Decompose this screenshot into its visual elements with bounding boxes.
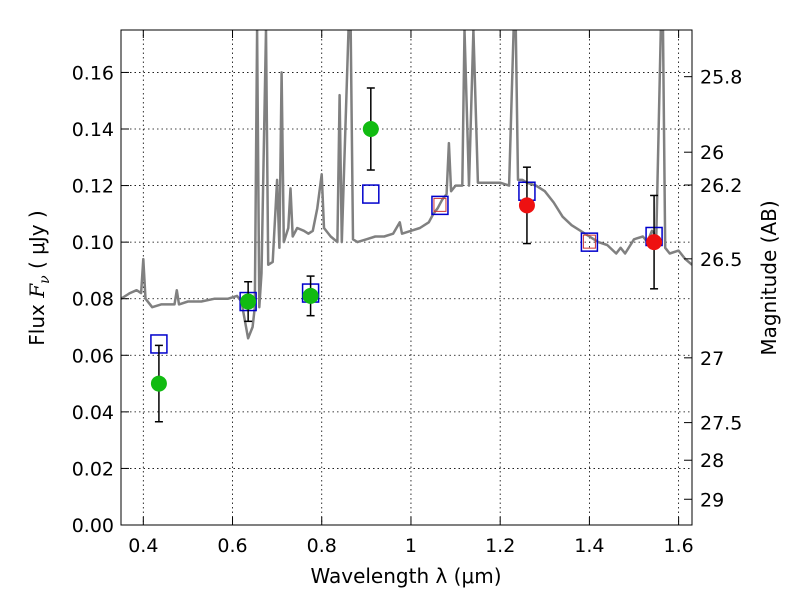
- y-tick-label: 0.00: [72, 515, 114, 537]
- observed-point-marker: [150, 375, 167, 392]
- observed-point-marker: [302, 287, 319, 304]
- y2-tick-label: 29: [700, 489, 724, 511]
- y2-tick-label: 26.2: [700, 175, 742, 197]
- y2-tick-label: 28: [700, 450, 724, 472]
- plot-frame: [120, 29, 693, 526]
- y2-tick-label: 26.5: [700, 249, 742, 271]
- observed-point-marker: [240, 293, 257, 310]
- y-tick-label: 0.14: [72, 119, 114, 141]
- observed-point-marker: [362, 121, 379, 137]
- y-tick-label: 0.16: [72, 62, 114, 84]
- x-tick-label: 1.4: [574, 535, 604, 557]
- x-tick-label: 0.8: [307, 535, 337, 557]
- y2-tick-label: 27.5: [700, 413, 742, 435]
- y2-tick-label: 25.8: [700, 67, 742, 89]
- y2-tick-label: 27: [700, 348, 724, 370]
- x-tick-label: 0.6: [217, 535, 247, 557]
- x-tick-label: 1.2: [485, 535, 515, 557]
- y-tick-label: 0.02: [72, 458, 114, 480]
- x-tick-label: 1.6: [664, 535, 694, 557]
- observed-point-marker: [646, 234, 663, 251]
- y2-axis-label: Magnitude (AB): [757, 200, 781, 355]
- small-square-marker: [582, 234, 596, 249]
- model-square-marker: [431, 195, 449, 216]
- ticks: 0.4 0.6 0.8 1 1.2 1.4 1.6 0.00 0.02 0.04 0.06 0.08 0…: [72, 30, 742, 557]
- y-tick-label: 0.12: [72, 176, 114, 198]
- model-square-marker: [580, 232, 599, 252]
- y-tick-label: 0.10: [72, 232, 114, 254]
- spectrum-line: [121, 30, 692, 340]
- y-tick-label: 0.08: [72, 289, 114, 311]
- y-tick-label: 0.06: [72, 345, 114, 367]
- y-axis-label: Flux Fν ( μJy ): [25, 210, 53, 345]
- data-layer: [121, 30, 692, 423]
- grid: [121, 30, 692, 526]
- y2-tick-label: 26: [700, 142, 724, 164]
- model-square-marker: [362, 184, 380, 204]
- y-tick-label: 0.04: [72, 402, 114, 424]
- small-square-marker: [433, 197, 447, 212]
- x-tick-label: 1: [405, 535, 417, 557]
- observed-point-marker: [518, 197, 535, 214]
- x-tick-label: 0.4: [128, 535, 158, 557]
- x-axis-label: Wavelength λ (μm): [310, 564, 501, 588]
